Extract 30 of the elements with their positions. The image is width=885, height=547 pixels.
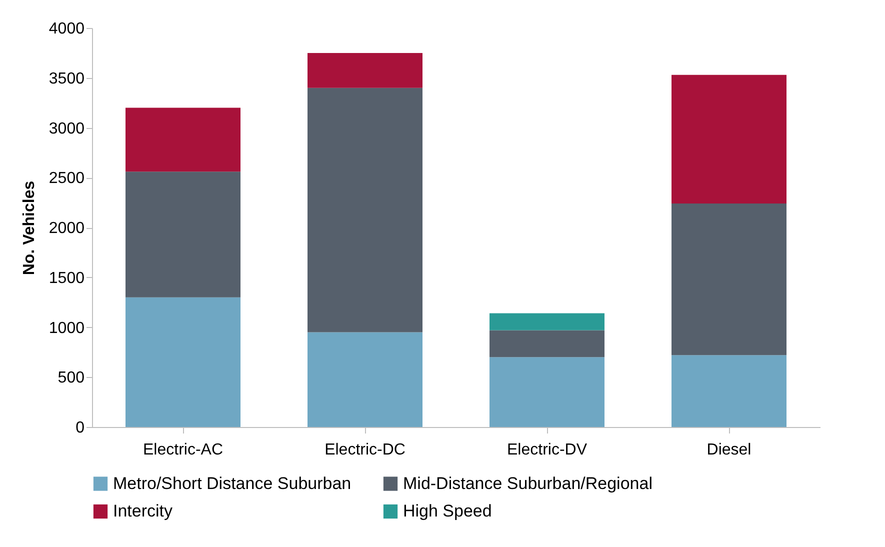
bar [126,108,240,172]
y-tick-label: 3000 [48,120,85,138]
y-tick-label: 2500 [48,170,85,188]
y-axis-title: No. Vehicles [20,180,38,276]
x-tick-label: Diesel [706,442,752,458]
bar [672,355,786,427]
bar [308,52,422,88]
x-tick-label: Electric-AC [142,442,224,458]
bar [672,74,786,204]
y-tick-label: 3500 [48,70,85,88]
bar [490,330,604,358]
bar [672,204,786,356]
bar [308,88,422,332]
y-tick-label: 1000 [48,320,85,337]
legend-label: Metro/Short Distance Suburban [113,474,352,493]
legend-label: Mid-Distance Suburban/Regional [403,474,652,493]
bar [490,313,604,330]
y-tick-label: 0 [76,420,85,436]
y-tick-label: 4000 [48,20,85,38]
bar [490,357,604,427]
y-tick-label: 1500 [48,270,85,287]
y-tick-label: 500 [58,370,85,387]
legend-label: High Speed [403,502,492,520]
x-tick-label: Electric-DV [506,442,588,458]
bar [126,172,240,298]
bar [126,297,240,427]
bar [308,332,422,427]
legend-label: Intercity [113,502,174,520]
y-tick-label: 2000 [48,220,85,237]
x-tick-label: Electric-DC [324,442,406,458]
